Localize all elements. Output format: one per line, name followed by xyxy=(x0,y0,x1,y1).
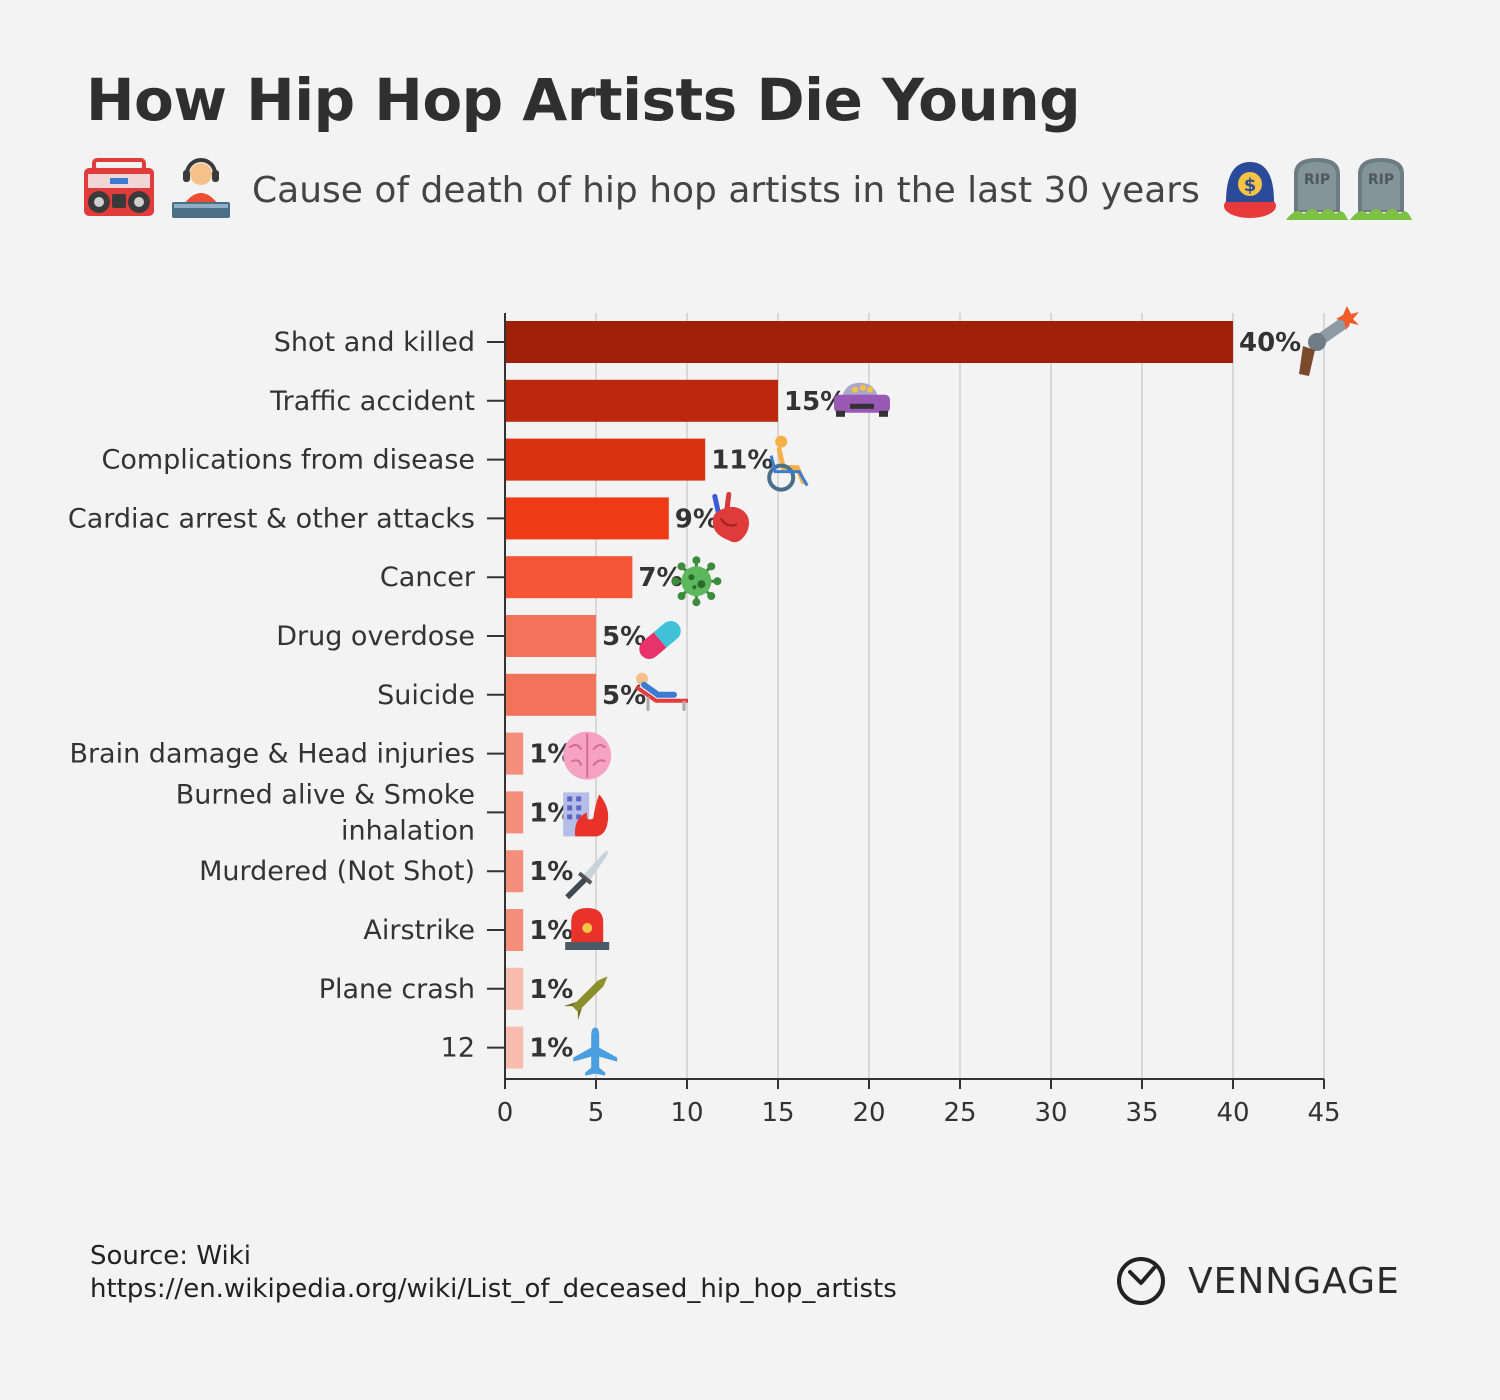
bar xyxy=(505,615,596,657)
x-tick-label: 30 xyxy=(1034,1098,1067,1128)
pill-icon xyxy=(639,621,681,659)
y-tick-label: Cardiac arrest & other attacks xyxy=(68,503,475,534)
burning-building-icon xyxy=(563,792,609,837)
bar xyxy=(505,379,778,422)
brand-logo: VENNGAGE xyxy=(1114,1252,1400,1310)
revolver-icon xyxy=(1299,306,1359,376)
bar xyxy=(505,673,596,716)
y-tick-label: Airstrike xyxy=(363,915,475,946)
source-url[interactable]: https://en.wikipedia.org/wiki/List_of_de… xyxy=(90,1274,897,1304)
x-tick-label: 5 xyxy=(588,1098,605,1128)
chart-title: How Hip Hop Artists Die Young xyxy=(86,66,1081,134)
bar xyxy=(505,791,524,834)
bar xyxy=(505,850,524,893)
data-label: 5% xyxy=(602,681,646,711)
svg-text:RIP: RIP xyxy=(1304,172,1330,188)
bar xyxy=(505,967,524,1010)
y-tick-label: Murdered (Not Shot) xyxy=(199,856,475,887)
dj-icon xyxy=(170,156,232,224)
data-label: 1% xyxy=(529,1034,573,1064)
y-tick-label: Suicide xyxy=(377,680,475,711)
y-tick-label: Plane crash xyxy=(319,974,475,1005)
tombstone-icon: RIP xyxy=(1285,154,1348,226)
x-tick-label: 45 xyxy=(1307,1098,1340,1128)
data-label: 5% xyxy=(602,622,646,652)
lounger-icon xyxy=(634,672,688,711)
tombstone-icon: RIP xyxy=(1349,154,1412,226)
svg-text:RIP: RIP xyxy=(1368,172,1394,188)
brand-name: VENNGAGE xyxy=(1188,1260,1400,1302)
anatomical-heart-icon xyxy=(712,491,750,543)
x-tick-label: 0 xyxy=(497,1098,514,1128)
money-cap-icon: $ xyxy=(1222,156,1278,224)
data-label: 1% xyxy=(529,916,573,946)
bar xyxy=(505,497,669,540)
data-label: 11% xyxy=(711,446,773,476)
bar xyxy=(505,732,524,775)
bar xyxy=(505,556,633,599)
y-tick-label: Cancer xyxy=(380,562,476,593)
x-tick-label: 15 xyxy=(761,1098,794,1128)
x-tick-label: 10 xyxy=(670,1098,703,1128)
source-label: Source: Wiki xyxy=(90,1241,251,1271)
x-tick-label: 35 xyxy=(1125,1098,1158,1128)
y-tick-label: 12 xyxy=(441,1033,475,1064)
x-tick-label: 40 xyxy=(1216,1098,1249,1128)
bar xyxy=(505,438,706,481)
microbe-icon xyxy=(671,556,722,607)
data-label: 40% xyxy=(1239,328,1301,358)
car-icon xyxy=(834,382,890,417)
y-tick-label: Brain damage & Head injuries xyxy=(69,739,475,770)
boombox-icon xyxy=(82,158,156,222)
data-label: 1% xyxy=(529,975,573,1005)
subtitle-row: Cause of death of hip hop artists in the… xyxy=(82,150,1412,230)
x-tick-label: 20 xyxy=(852,1098,885,1128)
y-tick-label: Burned alive & Smoke inhalation xyxy=(176,779,475,846)
knife-icon xyxy=(565,850,608,900)
x-tick-label: 25 xyxy=(943,1098,976,1128)
data-label: 9% xyxy=(675,504,719,534)
bar xyxy=(505,321,1233,363)
stopwatch-icon xyxy=(1114,1252,1168,1310)
wheelchair-icon xyxy=(767,435,809,492)
siren-icon xyxy=(565,908,610,950)
svg-text:$: $ xyxy=(1244,175,1257,196)
chart-subtitle: Cause of death of hip hop artists in the… xyxy=(252,169,1200,211)
source-note: Source: Wiki https://en.wikipedia.org/wi… xyxy=(90,1240,897,1306)
bar xyxy=(505,909,524,951)
brain-icon xyxy=(563,731,612,780)
y-tick-label: Traffic accident xyxy=(269,386,475,417)
missile-icon xyxy=(563,976,608,1021)
airplane-icon xyxy=(573,1027,618,1076)
y-tick-label: Shot and killed xyxy=(274,327,475,358)
y-tick-label: Drug overdose xyxy=(276,621,475,652)
data-label: 1% xyxy=(529,857,573,887)
bar xyxy=(505,1026,524,1069)
y-tick-label: Complications from disease xyxy=(101,445,475,476)
